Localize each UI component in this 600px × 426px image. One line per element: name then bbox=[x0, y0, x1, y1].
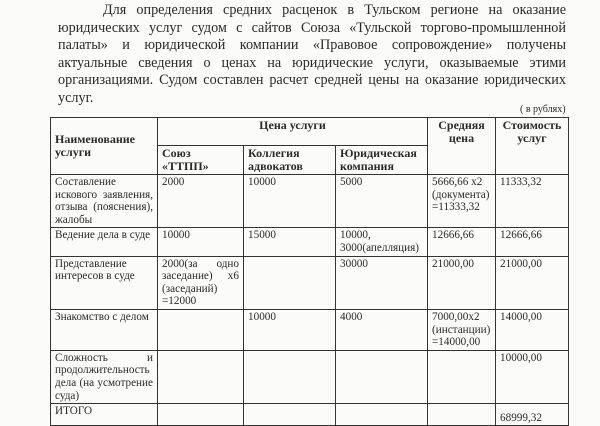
total-row: ИТОГО 68999,32 bbox=[50, 403, 569, 426]
cell-company: 10000, 3000(апелляция) bbox=[335, 227, 428, 257]
cell-union: 10000 bbox=[157, 227, 244, 257]
header-union: Союз «ТТПП» bbox=[157, 145, 244, 175]
cell-name: Представление интересов в суде bbox=[50, 255, 158, 310]
header-name: Наименование услуги bbox=[50, 117, 158, 175]
cell-name: Знакомство с делом bbox=[50, 308, 158, 351]
cell-cost: 14000,00 bbox=[495, 308, 569, 351]
cell-company: 4000 bbox=[335, 308, 428, 351]
cell-bar bbox=[243, 255, 336, 310]
cell-name: Ведение дела в суде bbox=[50, 227, 158, 257]
cell-union: 2000 bbox=[157, 173, 244, 229]
header-avg: Средняя цена bbox=[427, 117, 496, 175]
table-row: Составление искового заявления, отзыва (… bbox=[50, 173, 569, 229]
cell-union bbox=[157, 403, 244, 426]
cell-bar bbox=[243, 403, 336, 426]
table-row: Знакомство с делом 10000 4000 7000,00x2 … bbox=[50, 308, 569, 351]
cell-cost-total: 68999,32 bbox=[495, 403, 569, 426]
cell-bar: 10000 bbox=[243, 308, 336, 351]
cell-cost: 12666,66 bbox=[495, 227, 569, 257]
cell-avg: 5666,66 x2 (документа) =11333,32 bbox=[427, 173, 496, 229]
cell-avg: 12666,66 bbox=[427, 227, 496, 257]
table-row: Сложность и продолжительность дела (на у… bbox=[50, 349, 569, 405]
header-price-group: Цена услуги bbox=[157, 117, 428, 146]
cell-avg: 7000,00x2 (инстанции) =14000,00 bbox=[427, 308, 496, 351]
table-row: Ведение дела в суде 10000 15000 10000, 3… bbox=[50, 227, 569, 257]
cell-name: ИТОГО bbox=[50, 403, 158, 426]
cell-company: 30000 bbox=[335, 255, 428, 310]
cell-name: Сложность и продолжительность дела (на у… bbox=[50, 349, 158, 405]
cell-bar bbox=[243, 349, 336, 405]
cell-cost: 21000,00 bbox=[495, 255, 569, 310]
price-table: Наименование услуги Цена услуги Средняя … bbox=[50, 117, 569, 426]
cell-avg bbox=[427, 403, 496, 426]
cell-company bbox=[335, 349, 428, 405]
cell-avg: 21000,00 bbox=[427, 255, 496, 310]
cell-company bbox=[335, 403, 428, 426]
cell-name: Составление искового заявления, отзыва (… bbox=[50, 173, 158, 229]
cell-cost: 10000,00 bbox=[495, 349, 569, 405]
cell-bar: 10000 bbox=[243, 173, 336, 229]
unit-note: ( в рублях) bbox=[520, 104, 566, 115]
cell-company: 5000 bbox=[335, 173, 428, 229]
cell-union: 2000(за одно заседание) x6 (заседаний) =… bbox=[157, 255, 244, 310]
header-cost: Стоимость услуг bbox=[495, 117, 569, 175]
intro-paragraph: Для определения средних расценок в Тульс… bbox=[58, 2, 566, 106]
cell-cost: 11333,32 bbox=[495, 173, 569, 229]
table-row: Представление интересов в суде 2000(за о… bbox=[50, 255, 569, 310]
cell-avg bbox=[427, 349, 496, 405]
header-company: Юридическая компания bbox=[335, 145, 428, 175]
cell-union bbox=[157, 349, 244, 405]
cell-bar: 15000 bbox=[243, 227, 336, 257]
header-bar: Коллегия адвокатов bbox=[243, 145, 336, 175]
cell-union bbox=[157, 308, 244, 351]
